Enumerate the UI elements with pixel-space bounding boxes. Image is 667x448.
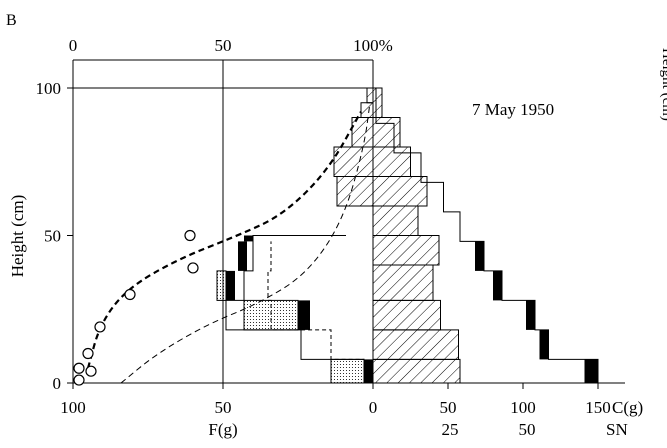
- sn-tick-label: 25: [442, 420, 459, 439]
- stem-weight-bar: [372, 205, 419, 236]
- line-layer: [86, 87, 599, 384]
- stem-weight-bar: [372, 264, 434, 301]
- top-tick-label: 50: [215, 36, 232, 55]
- light-point: [73, 362, 85, 374]
- fill-layer: [216, 87, 598, 384]
- stem-weight-bar: [372, 117, 401, 148]
- date-label: 7 May 1950: [472, 100, 554, 119]
- light-point: [82, 347, 94, 360]
- leaf-weight-bar-upper: [333, 146, 374, 177]
- black-block: [364, 359, 373, 383]
- label-layer: 0 50 100 Height (cm) 0 50 100% 100 50 0 50 100 150 C(…: [8, 36, 643, 439]
- f-tick-label: 100: [60, 398, 86, 417]
- stem-weight-bar: [372, 329, 459, 360]
- point-layer: [73, 229, 199, 386]
- c-tick-label: 150: [585, 398, 611, 417]
- leaf-weight-bar-upper: [366, 87, 374, 104]
- leaf-weight-bar-upper: [360, 102, 374, 118]
- black-block: [238, 241, 247, 271]
- stem-weight-bar: [372, 176, 428, 207]
- black-block: [226, 270, 235, 301]
- black-block: [493, 270, 502, 301]
- y-tick-label: 50: [44, 227, 61, 246]
- leaf-weight-bar-upper: [336, 176, 374, 207]
- stem-weight-bar: [372, 146, 411, 177]
- light-point: [85, 365, 97, 377]
- y-axis-label: Height (cm): [8, 195, 27, 278]
- light-point: [94, 321, 106, 333]
- c-axis-label: C(g): [612, 398, 643, 417]
- black-block: [584, 359, 598, 383]
- light-point: [187, 262, 199, 274]
- center-tick-label: 0: [369, 398, 378, 417]
- top-tick-label: 100%: [353, 36, 393, 55]
- stem-outer-outline: [373, 87, 599, 384]
- c-tick-label: 100: [510, 398, 536, 417]
- dotted-block: [330, 358, 365, 384]
- stem-weight-bar: [372, 235, 440, 266]
- f-tick-label: 50: [215, 398, 232, 417]
- clipped-axis-label: Height (cm): [659, 48, 667, 121]
- leaf-weight-bar-upper: [351, 117, 374, 148]
- black-block: [526, 300, 535, 330]
- light-point: [73, 374, 85, 386]
- c-tick-label: 50: [440, 398, 457, 417]
- leaf-outer-outline: [225, 235, 365, 383]
- top-tick-label: 0: [69, 36, 78, 55]
- stem-weight-bar: [372, 87, 383, 118]
- y-tick-label: 0: [53, 374, 62, 393]
- panel-label: B: [6, 12, 17, 29]
- black-block: [298, 300, 310, 330]
- light-point: [124, 288, 136, 301]
- stem-weight-bar: [372, 358, 461, 384]
- sn-tick-label: 50: [519, 420, 536, 439]
- light-curve-mean: [86, 111, 362, 369]
- black-block: [244, 235, 253, 242]
- f-axis-label: F(g): [208, 420, 237, 439]
- y-tick-label: 100: [36, 79, 62, 98]
- stem-weight-bar: [372, 299, 441, 331]
- black-block: [539, 329, 549, 360]
- dotted-block: [216, 270, 227, 301]
- black-block: [475, 241, 484, 271]
- sn-axis-label: SN: [606, 420, 628, 439]
- light-point: [184, 229, 196, 242]
